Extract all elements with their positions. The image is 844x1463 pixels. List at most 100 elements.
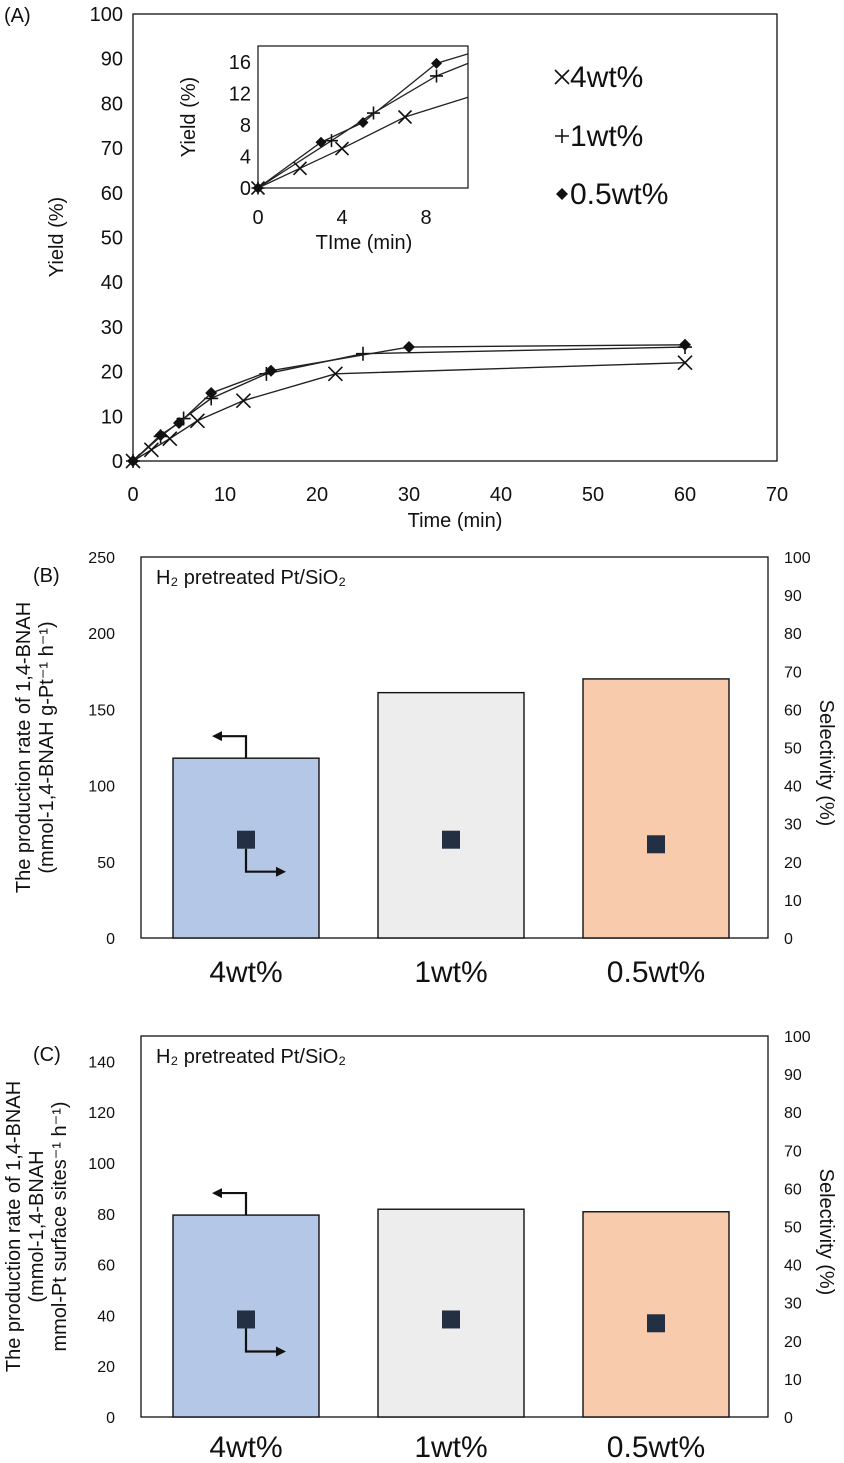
selectivity-point-c-1wt%	[442, 1310, 460, 1329]
selectivity-point-c-0.5wt%	[647, 1314, 665, 1333]
selectivity-point-b-0.5wt%	[647, 835, 665, 854]
y2-tick-label-b: 60	[784, 702, 802, 719]
y-tick-label-b: 50	[97, 855, 115, 872]
y2-axis-title-b: Selectivity (%)	[815, 700, 837, 827]
inset-data-point-0.5wt%	[252, 182, 264, 194]
selectivity-point-c-4wt%	[237, 1310, 255, 1329]
right-axis-arrow-c	[244, 1328, 276, 1353]
x-tick-label-a: 40	[490, 484, 512, 506]
y2-tick-label-b: 10	[784, 893, 802, 910]
right-axis-arrowhead-b	[276, 866, 286, 877]
y2-tick-label-b: 80	[784, 626, 802, 643]
data-point-4wt%	[143, 442, 159, 458]
y2-tick-label-c: 50	[784, 1220, 802, 1237]
inset-plot-area	[257, 45, 469, 189]
y-tick-label-b: 0	[106, 931, 115, 948]
category-label-b: 4wt%	[209, 956, 282, 989]
annotation-c: H₂ pretreated Pt/SiO₂	[156, 1046, 346, 1068]
y2-tick-label-b: 20	[784, 855, 802, 872]
inset-data-point-4wt%	[397, 109, 413, 125]
series-line-4wt%	[132, 361, 686, 462]
inset-y-tick-label: 4	[240, 146, 251, 168]
y2-tick-label-b: 90	[784, 588, 802, 605]
inset-data-point-1wt%	[430, 69, 443, 83]
y-axis-title-line-c: (mmol-1,4-BNAH	[26, 1150, 48, 1302]
inset-y-tick-label: 8	[240, 115, 251, 137]
x-tick-label-a: 60	[674, 484, 696, 506]
y-axis-title-line-c: The production rate of 1,4-BNAH	[3, 1081, 25, 1372]
annotation-b: H₂ pretreated Pt/SiO₂	[156, 567, 346, 589]
y-tick-label-c: 120	[88, 1105, 115, 1122]
category-label-b: 0.5wt%	[607, 956, 705, 989]
legend-marker-1wt%	[555, 129, 569, 143]
data-point-0.5wt%	[679, 338, 691, 351]
legend-label: 4wt%	[570, 61, 643, 94]
legend-label: 1wt%	[570, 120, 643, 153]
y2-tick-label-c: 70	[784, 1143, 802, 1160]
inset-data-point-0.5wt%	[431, 57, 442, 69]
y2-tick-label-c: 60	[784, 1181, 802, 1198]
y-tick-label-b: 250	[88, 550, 115, 567]
inset-y-axis-title: Yield (%)	[178, 77, 200, 157]
legend-marker-0.5wt%	[556, 188, 568, 200]
category-label-c: 0.5wt%	[607, 1431, 705, 1463]
x-axis-title-a: Time (min)	[408, 510, 503, 532]
y2-tick-label-b: 70	[784, 664, 802, 681]
plot-area-a	[132, 13, 778, 462]
x-tick-label-a: 50	[582, 484, 604, 506]
inset-x-axis-title: TIme (min)	[316, 232, 413, 254]
inset-data-point-0.5wt%	[315, 136, 327, 148]
inset-y-tick-label: 16	[229, 52, 251, 74]
y2-tick-label-c: 30	[784, 1296, 802, 1313]
y-tick-label-a: 80	[101, 93, 123, 115]
y2-tick-label-c: 40	[784, 1258, 802, 1275]
left-axis-arrowhead-c	[212, 1188, 222, 1199]
data-point-0.5wt%	[154, 429, 167, 442]
data-point-0.5wt%	[265, 364, 277, 377]
inset-x-tick-label: 0	[252, 207, 263, 229]
inset-data-point-1wt%	[325, 134, 338, 148]
y2-tick-label-c: 80	[784, 1105, 802, 1122]
category-label-c: 1wt%	[414, 1431, 487, 1463]
panel-label-b: (B)	[33, 565, 60, 587]
bar-b-0.5wt%	[582, 678, 730, 939]
category-label-b: 1wt%	[414, 956, 487, 989]
inset-x-tick-label: 4	[336, 207, 347, 229]
data-point-4wt%	[677, 355, 693, 371]
inset-data-point-1wt%	[367, 106, 380, 120]
panel-label-a: (A)	[4, 5, 31, 27]
data-point-0.5wt%	[205, 387, 218, 400]
inset-y-tick-label: 0	[240, 178, 251, 200]
data-point-4wt%	[327, 366, 343, 382]
y2-tick-label-b: 30	[784, 817, 802, 834]
y2-tick-label-b: 0	[784, 931, 793, 948]
y2-tick-label-c: 100	[784, 1029, 811, 1046]
y-tick-label-c: 60	[97, 1258, 115, 1275]
y-tick-label-c: 100	[88, 1156, 115, 1173]
y2-tick-label-c: 20	[784, 1334, 802, 1351]
y-tick-label-c: 20	[97, 1359, 115, 1376]
y-tick-label-b: 150	[88, 702, 115, 719]
data-point-0.5wt%	[127, 455, 139, 467]
y2-tick-label-c: 0	[784, 1410, 793, 1427]
y2-tick-label-c: 90	[784, 1067, 802, 1084]
y-tick-label-b: 100	[88, 779, 115, 796]
data-point-0.5wt%	[403, 341, 415, 354]
category-label-c: 4wt%	[209, 1431, 282, 1463]
data-point-4wt%	[189, 413, 205, 429]
y-tick-label-c: 80	[97, 1207, 115, 1224]
left-axis-arrow-c	[220, 1191, 248, 1216]
selectivity-point-b-1wt%	[442, 830, 460, 849]
y-axis-title-line-c: mmol-Pt surface sites⁻¹ h⁻¹)	[49, 1101, 71, 1351]
left-axis-arrowhead-b	[212, 731, 222, 742]
x-tick-label-a: 70	[766, 484, 788, 506]
y-tick-label-b: 200	[88, 626, 115, 643]
y-tick-label-c: 40	[97, 1308, 115, 1325]
left-axis-arrow-b	[220, 735, 248, 759]
panel-label-c: (C)	[33, 1044, 61, 1066]
y-tick-label-a: 60	[101, 183, 123, 205]
inset-data-point-0.5wt%	[357, 117, 369, 129]
y-tick-label-a: 40	[101, 272, 123, 294]
data-point-0.5wt%	[173, 417, 185, 430]
